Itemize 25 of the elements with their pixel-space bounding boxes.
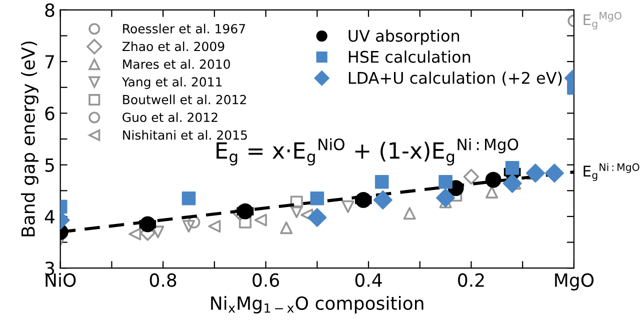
annotation: E$_{g}$$^{Ni:MgO}$ (584, 163, 640, 181)
y-tick-label: 5 (45, 158, 54, 172)
x-axis-title: Ni$_{x}$Mg$_{1−x}$O composition (211, 296, 424, 314)
y-tick-label: 6 (45, 106, 54, 120)
legend-label: Roessler et al. 1967 (123, 24, 246, 34)
legend-label: Nishitani et al. 2015 (123, 130, 247, 140)
legend-label: LDA+U calculation (+2 eV) (348, 72, 562, 86)
x-tick-label: 0.8 (150, 273, 176, 287)
legend-label: Yang et al. 2011 (122, 76, 222, 90)
y-tick-label: 8 (45, 3, 54, 18)
y-axis-title: Band gap energy (eV) (20, 42, 38, 236)
x-tick-label: NiO (46, 272, 76, 287)
y-tick-label: 4 (44, 210, 54, 224)
x-tick-label: 0.4 (355, 273, 382, 287)
y-tick-label: 7 (45, 55, 54, 68)
annotation: E$_{g}$$^{MgO}$ (584, 12, 622, 30)
legend-label: Mares et al. 2010 (123, 59, 230, 69)
legend-label: Guo et al. 2012 (122, 112, 218, 122)
x-tick-label: 0.6 (252, 273, 280, 287)
legend-label: HSE calculation (348, 50, 470, 63)
x-tick-label: MgO (555, 273, 594, 290)
x-tick-label: 0.2 (458, 273, 484, 287)
legend-label: Zhao et al. 2009 (122, 41, 224, 52)
legend-label: UV absorption (348, 29, 460, 45)
legend-label: Boutwell et al. 2012 (123, 94, 246, 104)
